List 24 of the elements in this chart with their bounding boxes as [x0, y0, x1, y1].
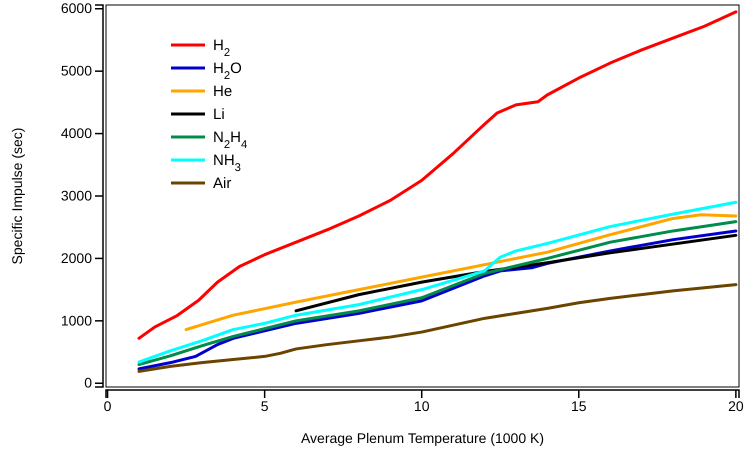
x-axis-title: Average Plenum Temperature (1000 K) [300, 430, 544, 446]
legend-label: He [213, 83, 232, 100]
x-tick-label: 0 [104, 398, 112, 414]
legend-label: H$_{2}$O [213, 60, 242, 82]
legend-label: NH$_{3}$ [213, 152, 241, 174]
legend-label: N$_{2}$H$_{4}$ [213, 129, 248, 151]
y-axis-title: Specific Impulse (sec) [9, 128, 25, 264]
x-tick-label: 10 [414, 398, 430, 414]
legend-label: Li [213, 106, 225, 123]
y-tick-label: 1000 [60, 312, 92, 328]
x-tick-label: 5 [260, 398, 269, 414]
y-tick-label: 2000 [60, 250, 92, 266]
y-tick-label: 0 [84, 374, 92, 391]
line-series [184, 213, 738, 332]
x-tick-label: 20 [728, 398, 744, 414]
line-series [137, 10, 738, 340]
x-tick-label: 15 [571, 398, 587, 414]
line-series [137, 283, 738, 373]
legend-label: H$_{2}$ [213, 37, 230, 59]
y-tick-label: 5000 [60, 62, 92, 79]
y-tick-label: 4000 [60, 125, 92, 142]
legend-label: Air [213, 175, 232, 192]
y-tick-label: 3000 [60, 187, 92, 204]
y-tick-label: 6000 [60, 0, 92, 16]
